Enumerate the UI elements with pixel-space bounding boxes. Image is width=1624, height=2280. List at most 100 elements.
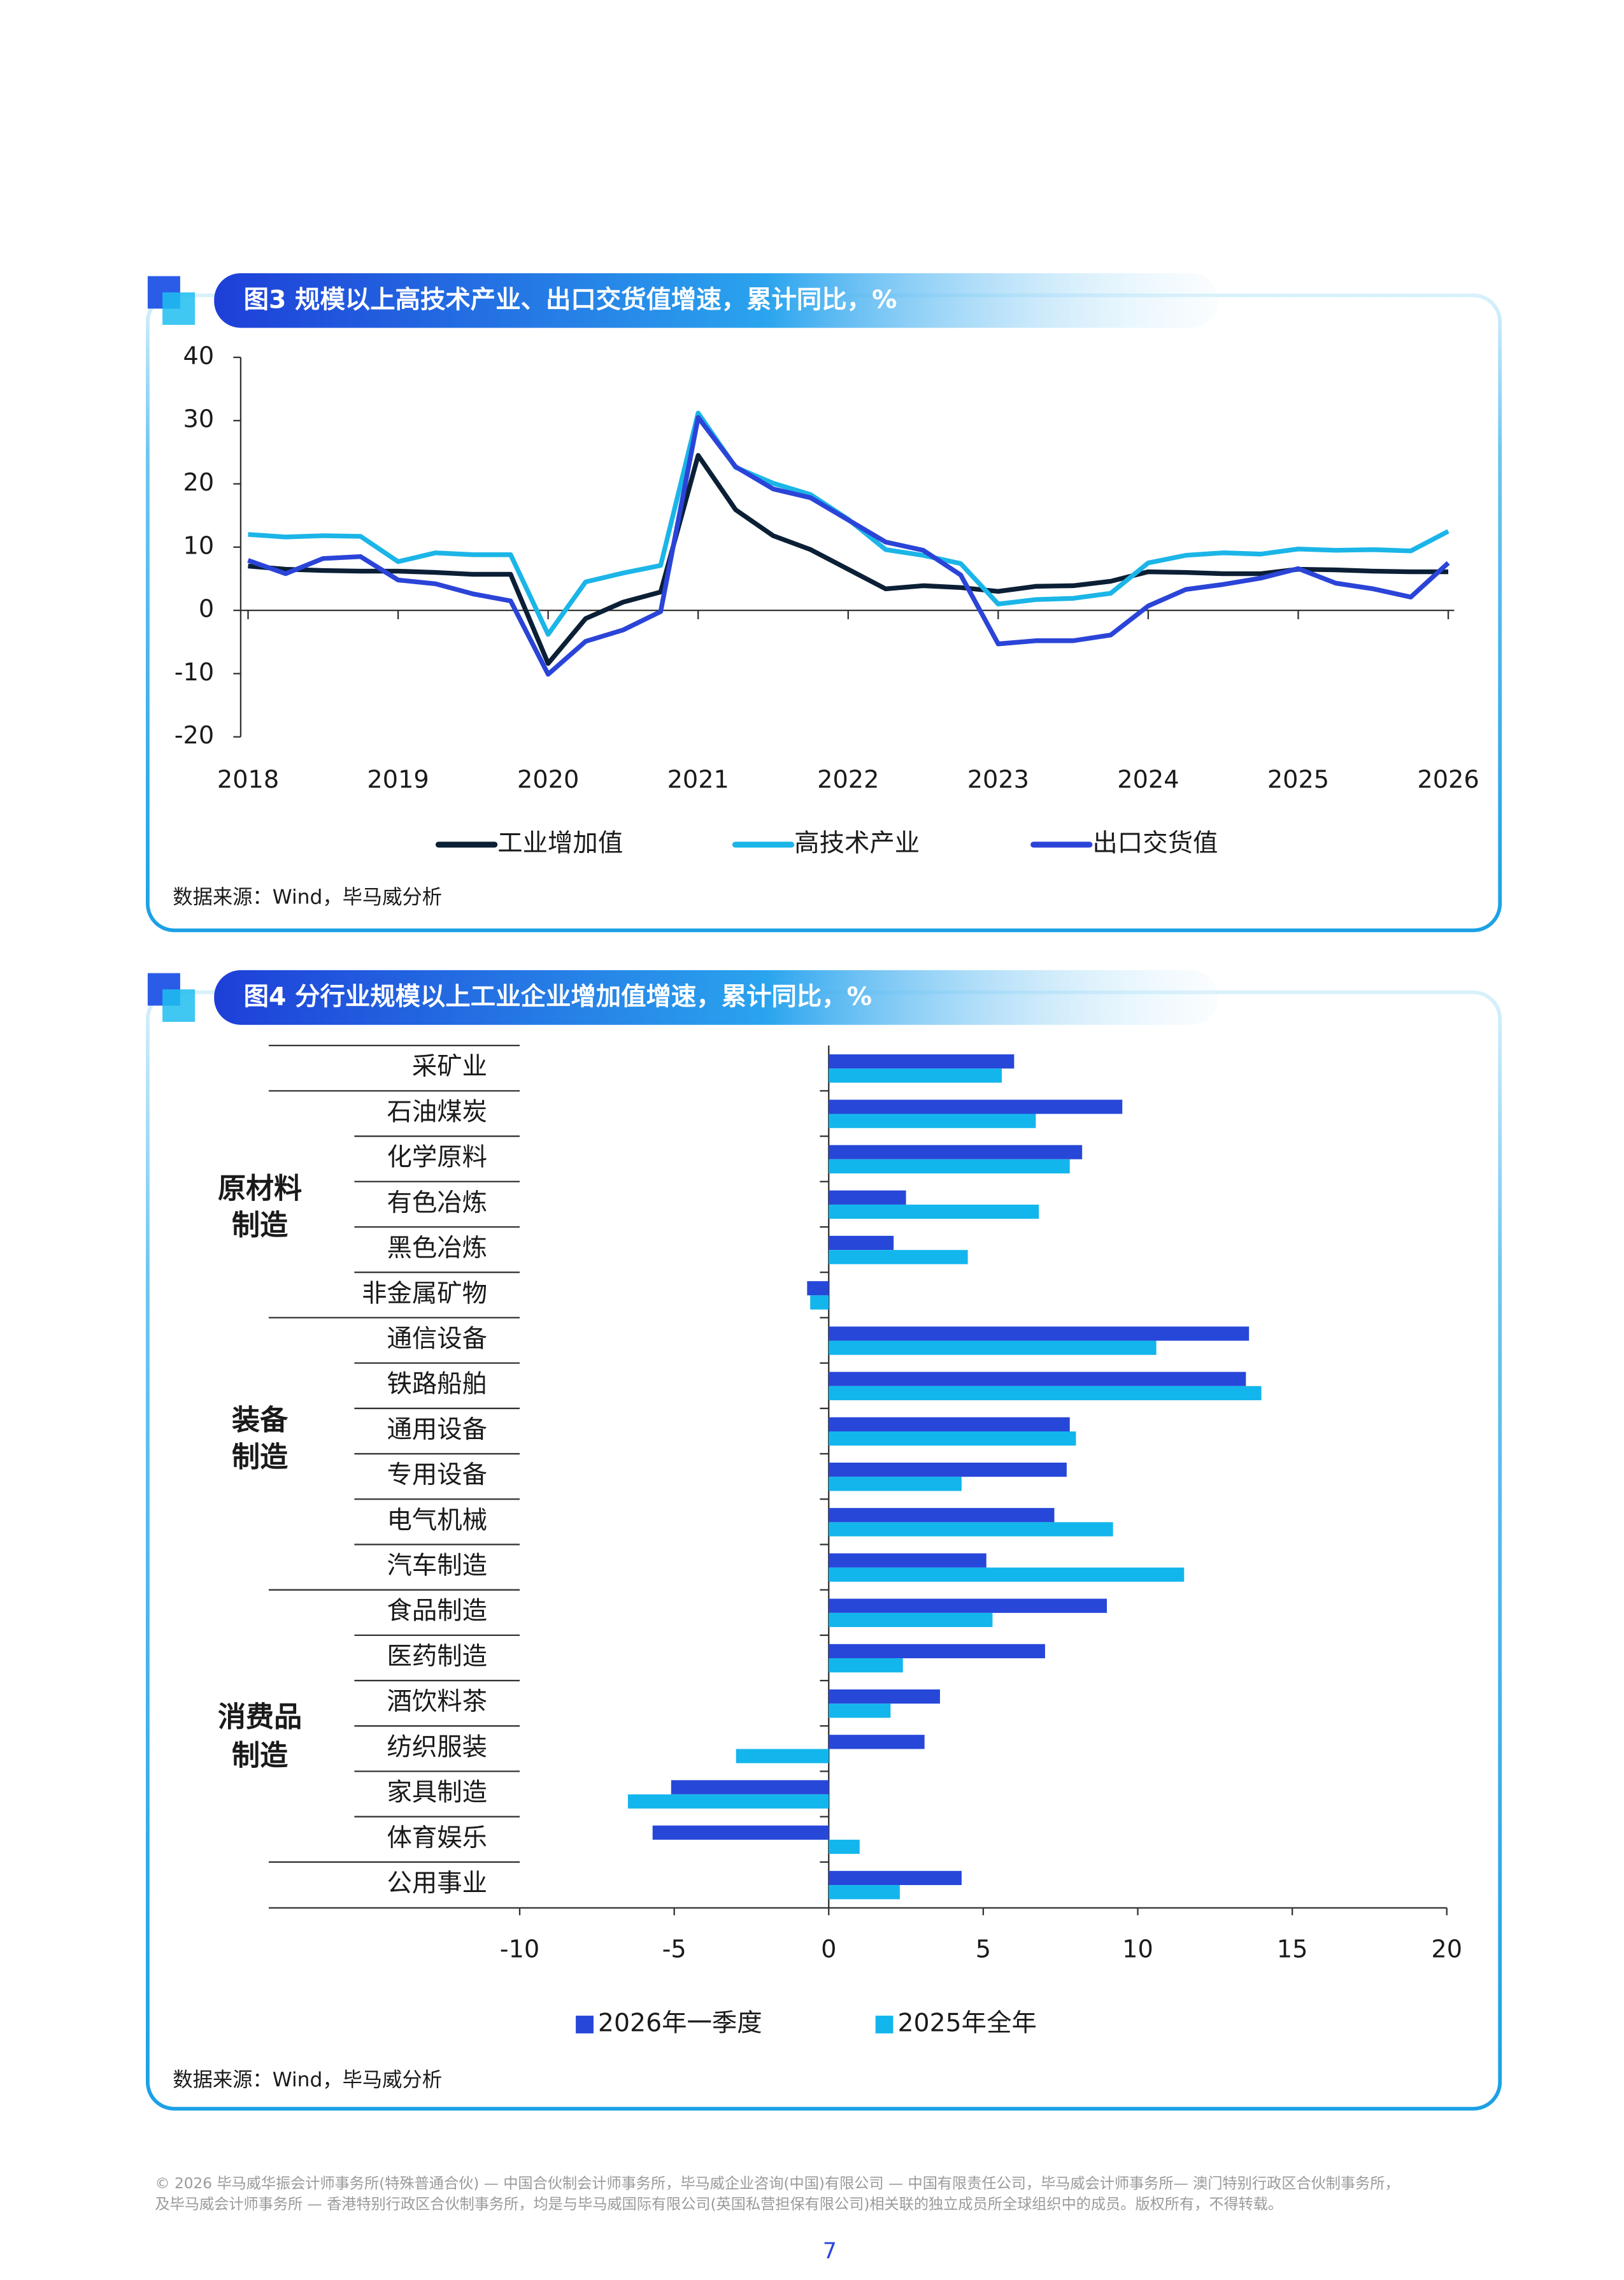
bar <box>829 1870 962 1886</box>
category-label: 体育娱乐 <box>387 1823 487 1853</box>
bar <box>829 1204 1039 1219</box>
x-tick-label: 5 <box>976 1936 991 1964</box>
group-label: 消费品 <box>218 1701 302 1733</box>
bar <box>829 1250 968 1265</box>
bar <box>829 1054 1015 1069</box>
bar <box>736 1749 829 1763</box>
x-tick-label: 2018 <box>217 766 279 794</box>
x-tick-label: 2021 <box>667 766 729 794</box>
bar <box>627 1794 829 1809</box>
y-tick-label: 20 <box>183 469 215 497</box>
legend-label: 出口交货值 <box>1092 828 1218 857</box>
x-tick-label: 2022 <box>817 766 879 794</box>
copyright: 及毕马威会计师事务所 — 香港特别行政区合伙制事务所，均是与毕马威国际有限公司(… <box>155 2195 1283 2212</box>
copyright: © 2026 毕马威华振会计师事务所(特殊普通合伙) — 中国合伙制会计师事务所… <box>155 2175 1399 2192</box>
deco-square <box>162 989 196 1022</box>
chart-title: 图3 规模以上高技术产业、出口交货值增速，累计同比，% <box>244 285 897 314</box>
x-tick-label: 2024 <box>1117 766 1179 794</box>
bar <box>652 1825 829 1840</box>
category-label: 采矿业 <box>412 1052 487 1081</box>
x-tick-label: 20 <box>1431 1936 1462 1964</box>
bar <box>829 1190 906 1205</box>
group-label: 装备 <box>232 1404 288 1437</box>
page-number: 7 <box>823 2239 837 2264</box>
category-label: 家具制造 <box>387 1778 487 1807</box>
bar <box>829 1612 993 1628</box>
category-label: 化学原料 <box>387 1143 487 1172</box>
category-label: 黑色冶炼 <box>387 1233 487 1263</box>
category-label: 通信设备 <box>387 1324 487 1354</box>
x-tick-label: 2026 <box>1417 766 1479 794</box>
x-tick-label: 2020 <box>517 766 579 794</box>
bar <box>829 1508 1055 1523</box>
series-line <box>248 410 1449 637</box>
bar <box>829 1644 1045 1659</box>
category-label: 公用事业 <box>387 1868 487 1898</box>
category-label: 酒饮料茶 <box>387 1687 487 1716</box>
x-tick-label: 0 <box>821 1936 836 1964</box>
category-label: 医药制造 <box>387 1642 487 1671</box>
y-tick-label: 0 <box>199 596 214 624</box>
source-note: 数据来源：Wind，毕马威分析 <box>173 885 442 908</box>
x-tick-label: 2023 <box>967 766 1029 794</box>
y-tick-label: -20 <box>175 722 214 750</box>
bar <box>829 1068 1002 1083</box>
bar <box>829 1145 1083 1159</box>
deco-square <box>162 292 196 325</box>
bar <box>829 1477 962 1491</box>
chart-title: 图4 分行业规模以上工业企业增加值增速，累计同比，% <box>244 982 873 1011</box>
bar <box>829 1159 1070 1173</box>
bar <box>829 1417 1070 1431</box>
category-label: 铁路船舶 <box>387 1370 487 1399</box>
title-bar <box>214 273 1218 328</box>
category-label: 专用设备 <box>387 1460 487 1489</box>
bar <box>829 1235 894 1251</box>
group-label: 原材料 <box>218 1172 302 1205</box>
x-tick-label: -10 <box>500 1936 539 1964</box>
bar <box>671 1780 829 1795</box>
group-label: 制造 <box>232 1441 288 1473</box>
x-tick-label: 10 <box>1122 1936 1153 1964</box>
bar <box>829 1462 1067 1477</box>
bar <box>829 1703 891 1718</box>
category-label: 有色冶炼 <box>387 1188 487 1217</box>
category-label: 非金属矿物 <box>362 1279 487 1308</box>
category-label: 石油煤炭 <box>387 1097 487 1126</box>
y-tick-label: 10 <box>183 532 215 560</box>
category-label: 纺织服装 <box>387 1732 487 1761</box>
bar <box>829 1522 1113 1537</box>
bar <box>829 1340 1157 1355</box>
series-line <box>247 415 1450 677</box>
legend-label: 工业增加值 <box>497 828 623 857</box>
category-label: 汽车制造 <box>387 1551 487 1581</box>
source-note: 数据来源：Wind，毕马威分析 <box>173 2068 442 2091</box>
bar <box>829 1100 1123 1114</box>
category-label: 电气机械 <box>387 1505 487 1535</box>
x-tick-label: 2025 <box>1267 766 1329 794</box>
x-tick-label: 15 <box>1277 1936 1308 1964</box>
bar <box>829 1386 1262 1401</box>
bar <box>829 1553 987 1568</box>
series-line <box>248 453 1449 666</box>
bar <box>807 1281 829 1296</box>
legend-label: 2025年全年 <box>897 2008 1036 2037</box>
bar <box>829 1598 1107 1613</box>
bar <box>829 1689 940 1704</box>
bar <box>829 1114 1036 1128</box>
x-tick-label: 2019 <box>367 766 429 794</box>
title-bar <box>214 970 1218 1025</box>
group-label: 制造 <box>232 1739 288 1772</box>
legend-swatch <box>576 2016 594 2033</box>
bar <box>829 1885 900 1900</box>
y-tick-label: -10 <box>175 659 214 687</box>
bar <box>829 1658 903 1673</box>
bar <box>829 1839 860 1854</box>
bar <box>810 1295 829 1310</box>
category-label: 通用设备 <box>387 1415 487 1444</box>
bar <box>829 1735 925 1749</box>
y-tick-label: 30 <box>183 406 215 434</box>
group-label: 制造 <box>232 1209 288 1242</box>
